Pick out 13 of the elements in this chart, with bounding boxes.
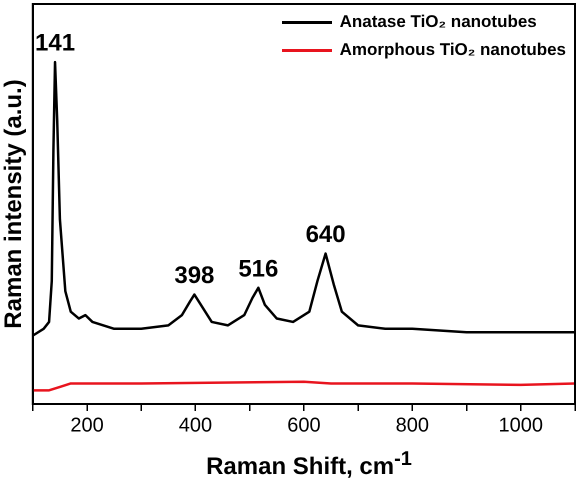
y-axis-title: Raman intensity (a.u.) — [0, 79, 28, 329]
x-axis-title: Raman Shift, cm$^{-1}$ — [205, 448, 413, 481]
x-tick-label: 400 — [178, 414, 212, 437]
annotation: 398 — [174, 262, 214, 290]
annotation: 516 — [238, 255, 278, 282]
x-tick-label: 200 — [70, 414, 104, 437]
x-tick-label: 600 — [287, 414, 321, 437]
x-tick-label: 800 — [396, 414, 430, 437]
legend-label: Anatase TiO₂ nanotubes — [340, 12, 537, 32]
annotation: 141 — [35, 30, 76, 57]
legend-label: Amorphous TiO₂ nanotubes — [340, 40, 566, 60]
x-tick-label: 1000 — [498, 414, 544, 437]
annotation: 640 — [306, 221, 346, 248]
